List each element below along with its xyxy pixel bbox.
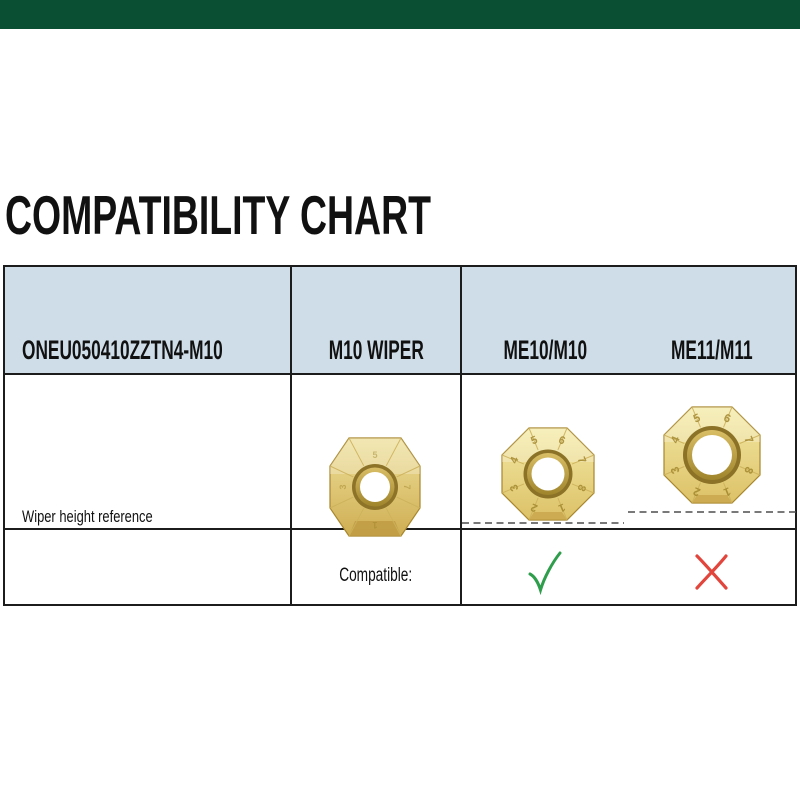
me11-column-header: ME11/M11 [629,337,796,364]
header-cell-product: ONEU050410ZZTN4-M10 [5,267,290,373]
column-divider-1 [290,267,292,604]
brand-top-bar [0,0,800,29]
header-cell-geometries: ME10/M10 ME11/M11 [462,267,795,373]
row-divider-line [5,528,795,530]
column-divider-2 [460,267,462,604]
compatible-label: Compatible: [339,565,413,586]
me11-column-label: ME11/M11 [670,335,753,365]
me10-column-header: ME10/M10 [462,337,629,364]
product-code-label: ONEU050410ZZTN4-M10 [22,335,223,365]
wiper-column-label: M10 WIPER [328,335,424,365]
compatibility-table: ONEU050410ZZTN4-M10 M10 WIPER ME10/M10 M… [3,265,797,606]
page-title: COMPATIBILITY CHART [5,184,431,246]
table-header-row: ONEU050410ZZTN4-M10 M10 WIPER ME10/M10 M… [5,267,795,375]
header-cell-wiper: M10 WIPER [290,267,462,373]
compatible-label-cell: Compatible: [292,565,460,587]
me10-column-label: ME10/M10 [503,335,588,365]
wiper-height-reference-label: Wiper height reference [22,507,153,526]
